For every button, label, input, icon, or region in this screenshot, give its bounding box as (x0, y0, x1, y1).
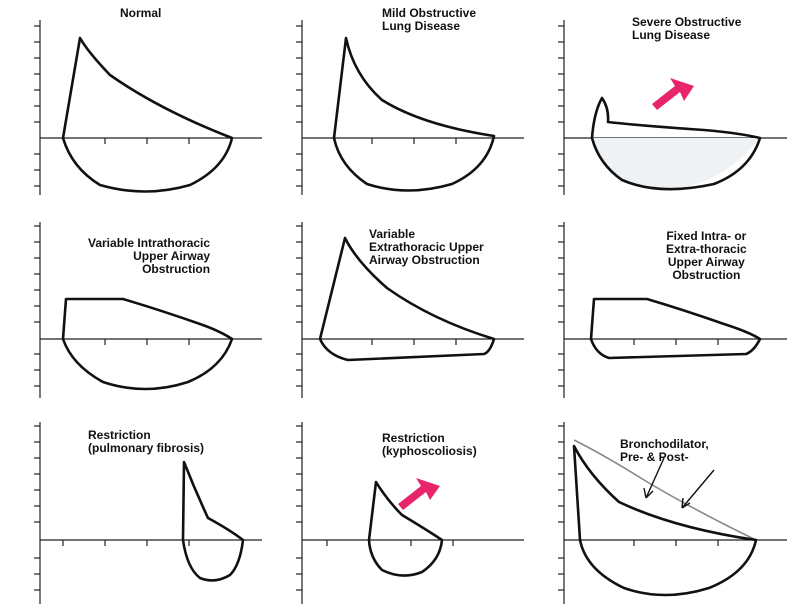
panel-variable-intrathoracic: Variable Intrathoracic Upper Airway Obst… (0, 200, 262, 400)
pre-bronchodilator-pointer (643, 457, 665, 499)
restriction-fibrosis-loop-curve (181, 460, 245, 582)
panel-title: Restriction (kyphoscoliosis) (382, 431, 477, 458)
panel-title: Restriction (pulmonary fibrosis) (88, 428, 205, 455)
bronchodilator-loop-graph (558, 422, 787, 604)
panel-severe-obstructive: Severe Obstructive Lung Disease (524, 0, 787, 200)
severe-obstructive-loop-curve (590, 96, 762, 191)
fixed-obstruction-loop-graph (558, 222, 787, 398)
restriction-kyphoscoliosis-loop-graph (296, 422, 524, 604)
post-bronchodilator-curve (573, 439, 757, 541)
highlight-arrow (652, 78, 694, 110)
variable-extrathoracic-loop-graph (296, 222, 524, 398)
panel-variable-extrathoracic: Variable Extrathoracic Upper Airway Obst… (262, 200, 524, 400)
pre-bronchodilator-loop-curve (572, 444, 758, 597)
variable-intrathoracic-loop-curve (61, 297, 234, 391)
panel-title: Bronchodilator, Pre- & Post- (620, 437, 709, 464)
mild-obstructive-loop-curve (332, 36, 496, 192)
highlight-arrow (398, 478, 440, 510)
fixed-obstruction-loop-curve (589, 297, 762, 360)
panel-title: Mild Obstructive Lung Disease (382, 6, 477, 33)
mild-obstructive-loop-graph (296, 20, 524, 195)
severe-obstructive-loop-graph (558, 20, 787, 195)
panel-mild-obstructive: Mild Obstructive Lung Disease (262, 0, 524, 200)
normal-loop-curve (61, 36, 234, 193)
panel-restriction-kyphoscoliosis: Restriction (kyphoscoliosis) (262, 400, 524, 606)
panel-restriction-fibrosis: Restriction (pulmonary fibrosis) (0, 400, 262, 606)
panel-title: Normal (120, 6, 162, 20)
panel-title: Severe Obstructive Lung Disease (632, 15, 742, 42)
panel-fixed-obstruction: Fixed Intra- or Extra-thoracic Upper Air… (524, 200, 787, 400)
panel-title: Variable Intrathoracic Upper Airway Obst… (88, 236, 211, 276)
variable-extrathoracic-loop-curve (318, 236, 496, 362)
panel-normal: Normal (0, 0, 262, 200)
panel-title: Variable Extrathoracic Upper Airway Obst… (369, 227, 484, 267)
post-bronchodilator-pointer (681, 469, 715, 509)
y-ticks (34, 25, 40, 187)
variable-intrathoracic-loop-graph (34, 222, 262, 398)
panel-title: Fixed Intra- or Extra-thoracic Upper Air… (666, 229, 747, 282)
panel-bronchodilator: Bronchodilator, Pre- & Post- (524, 400, 787, 606)
restriction-fibrosis-loop-graph (34, 422, 262, 604)
normal-loop-graph (34, 20, 262, 195)
restriction-kyphoscoliosis-loop-curve (367, 480, 444, 577)
